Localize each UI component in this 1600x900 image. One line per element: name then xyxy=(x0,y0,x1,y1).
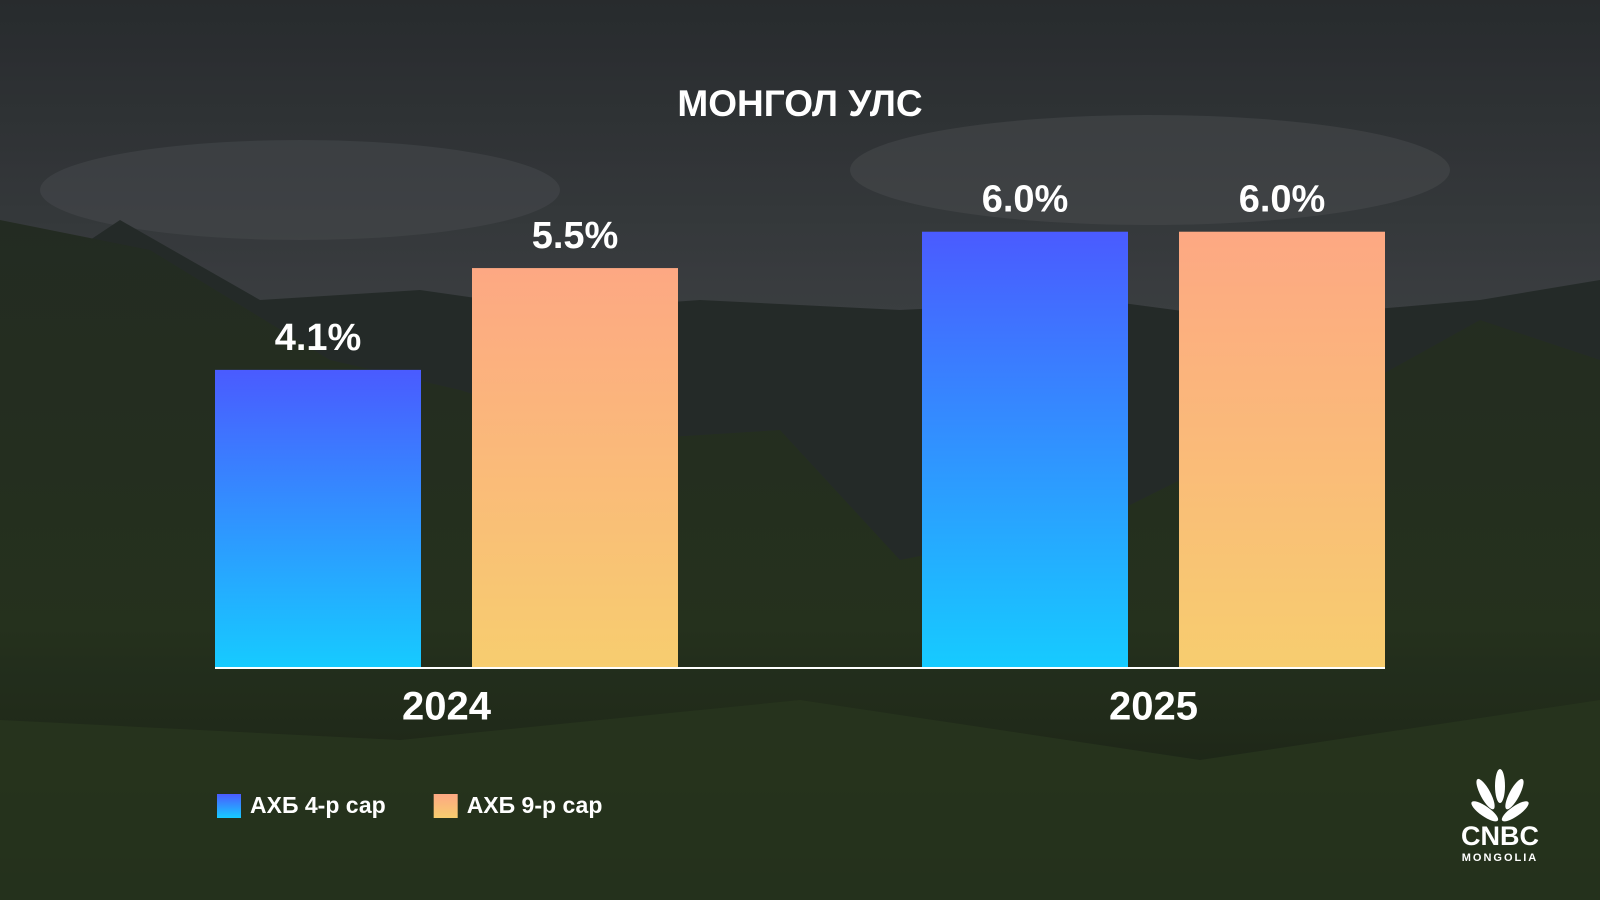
logo-sub: MONGOLIA xyxy=(1462,852,1539,864)
legend-swatch xyxy=(433,794,458,818)
x-tick-label: 2025 xyxy=(1109,685,1198,729)
value-label: 6.0% xyxy=(982,179,1069,221)
legend-label: АХБ 9-р сар xyxy=(467,792,603,818)
value-label: 6.0% xyxy=(1239,179,1326,221)
legend-label: АХБ 4-р сар xyxy=(250,792,386,818)
value-label: 5.5% xyxy=(532,215,619,257)
bar xyxy=(922,231,1128,668)
x-tick-label: 2024 xyxy=(402,685,492,729)
legend-swatch xyxy=(217,794,241,818)
value-label: 4.1% xyxy=(275,317,362,359)
bar xyxy=(215,369,421,668)
logo-name: CNBC xyxy=(1461,821,1539,851)
chart-title: МОНГОЛ УЛС xyxy=(677,83,922,124)
bar xyxy=(472,268,678,668)
logo: CNBC MONGOLIA xyxy=(1461,769,1539,864)
bar xyxy=(1179,231,1385,668)
